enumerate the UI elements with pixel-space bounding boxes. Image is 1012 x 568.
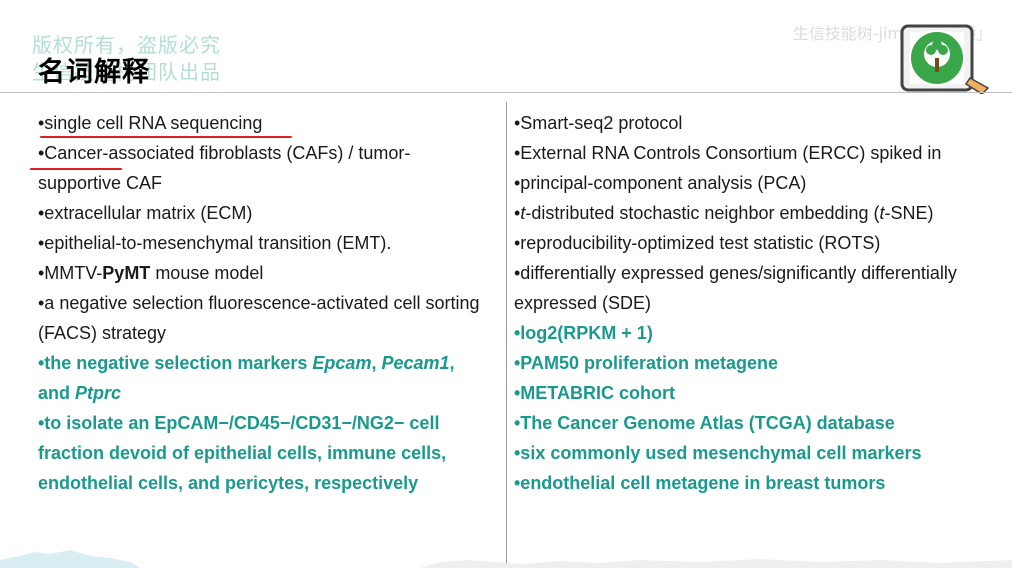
item-bold-text: PyMT bbox=[102, 263, 151, 283]
list-item: •PAM50 proliferation metagene bbox=[514, 353, 779, 373]
header-divider bbox=[0, 92, 1012, 93]
list-item: •differentially expressed genes/signific… bbox=[514, 263, 957, 313]
left-term-list: •single cell RNA sequencing •Cancer-asso… bbox=[38, 108, 490, 498]
item-text: -SNE) bbox=[884, 203, 934, 223]
gene-name: Pecam1 bbox=[381, 353, 450, 373]
list-item: •Cancer-associated fibroblasts (CAFs) / … bbox=[38, 143, 411, 193]
column-divider bbox=[506, 102, 507, 564]
item-text: •MMTV- bbox=[38, 263, 103, 283]
item-italic-text: t bbox=[520, 203, 526, 223]
item-text: -distributed stochastic neighbor embeddi… bbox=[525, 203, 880, 223]
list-item: •METABRIC cohort bbox=[514, 383, 675, 403]
list-item: •the negative selection markers Epcam, P… bbox=[38, 348, 490, 408]
item-italic-text: t bbox=[879, 203, 885, 223]
item-text: , and bbox=[38, 353, 455, 403]
item-text: •the negative selection markers bbox=[38, 353, 313, 373]
list-item: •epithelial-to-mesenchymal transition (E… bbox=[38, 233, 392, 253]
item-text: , bbox=[371, 353, 382, 373]
list-item: •log2(RPKM + 1) bbox=[514, 323, 653, 343]
list-item: •principal-component analysis (PCA) bbox=[514, 173, 807, 193]
list-item: •External RNA Controls Consortium (ERCC)… bbox=[514, 143, 942, 163]
gene-name: Epcam bbox=[312, 353, 372, 373]
item-text: mouse model bbox=[150, 263, 264, 283]
tablet-icon bbox=[900, 24, 990, 94]
list-item: •MMTV-PyMT mouse model bbox=[38, 258, 490, 288]
list-item: •reproducibility-optimized test statisti… bbox=[514, 233, 881, 253]
red-underline bbox=[40, 136, 292, 138]
page-title: 名词解释 bbox=[38, 57, 150, 88]
watermark-line-2: 生信技能树团队出品 bbox=[32, 60, 221, 84]
red-underline bbox=[30, 168, 122, 170]
gene-name: Ptprc bbox=[75, 383, 122, 403]
watermark: 版权所有，盗版必究 生信技能树团队出品 bbox=[32, 32, 221, 86]
bottom-decoration bbox=[0, 550, 1012, 568]
list-item: •a negative selection fluorescence-activ… bbox=[38, 293, 480, 343]
list-item: •six commonly used mesenchymal cell mark… bbox=[514, 443, 922, 463]
list-item: •t-distributed stochastic neighbor embed… bbox=[514, 198, 994, 228]
right-term-list: •Smart-seq2 protocol •External RNA Contr… bbox=[514, 108, 994, 498]
list-item: •to isolate an EpCAM−/CD45−/CD31−/NG2− c… bbox=[38, 413, 447, 493]
item-text: • bbox=[514, 203, 521, 223]
list-item: •The Cancer Genome Atlas (TCGA) database bbox=[514, 413, 895, 433]
list-item: •endothelial cell metagene in breast tum… bbox=[514, 473, 886, 493]
tree-logo-icon bbox=[909, 30, 965, 86]
list-item: •single cell RNA sequencing bbox=[38, 113, 263, 133]
list-item: •Smart-seq2 protocol bbox=[514, 113, 683, 133]
list-item: •extracellular matrix (ECM) bbox=[38, 203, 253, 223]
watermark-line-1: 版权所有，盗版必究 bbox=[32, 33, 221, 57]
